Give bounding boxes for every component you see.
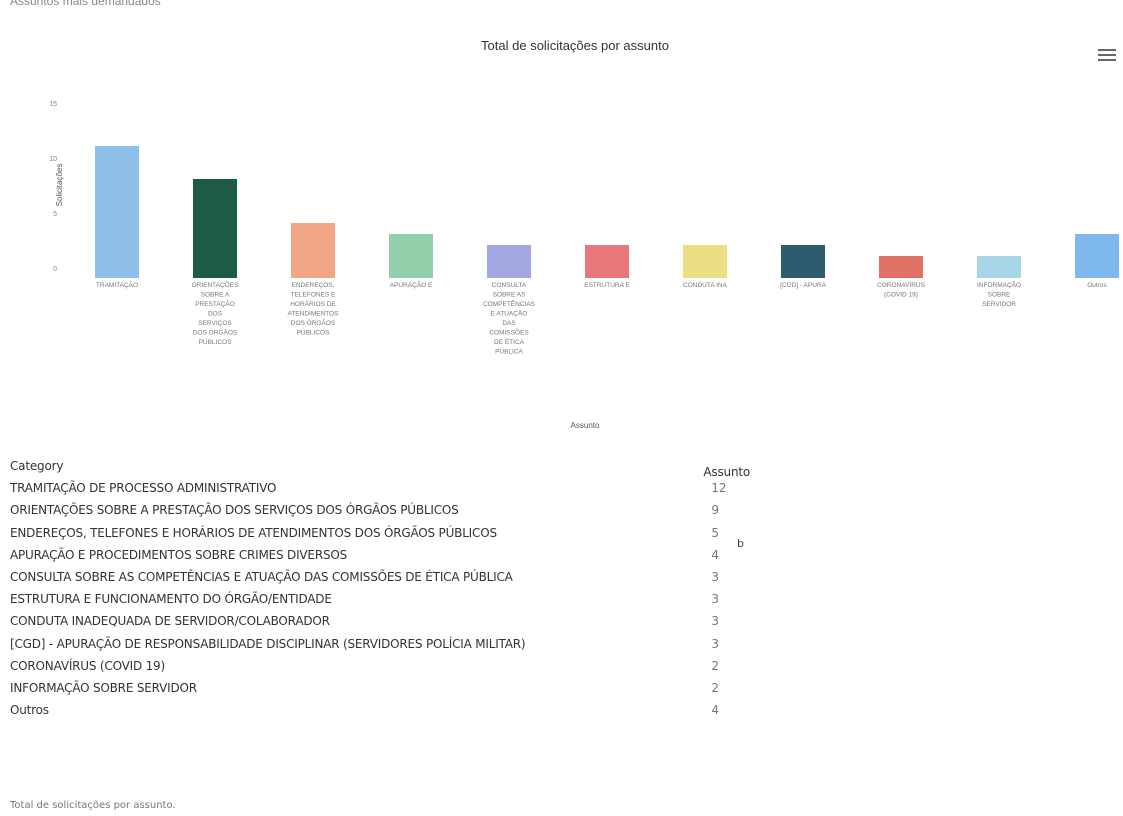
stray-mark: b: [737, 537, 744, 550]
bar-chart: Total de solicitações por assunto 0 5 10 15…: [49, 38, 1119, 430]
category-cell: ESTRUTURA E FUNCIONAMENTO DO ÓRGÃO/ENTID…: [10, 592, 332, 607]
category-label: Outros: [1087, 282, 1107, 289]
y-tick-label: 10: [49, 156, 57, 163]
category-cell: CORONAVÍRUS (COVID 19): [10, 658, 165, 673]
table-row: Outros 4: [10, 699, 750, 721]
category-cell: ORIENTAÇÕES SOBRE A PRESTAÇÃO DOS SERVIÇ…: [10, 503, 459, 518]
data-table: Category Assunto TRAMITAÇÃO DE PROCESSO …: [10, 455, 750, 721]
category-cell: INFORMAÇÃO SOBRE SERVIDOR: [10, 680, 197, 695]
table-row: APURAÇÃO E PROCEDIMENTOS SOBRE CRIMES DI…: [10, 544, 750, 566]
bar[interactable]: [585, 245, 629, 278]
section-heading: Assuntos mais demandados: [10, 0, 161, 8]
value-cell: 4: [711, 703, 719, 718]
category-cell: CONDUTA INADEQUADA DE SERVIDOR/COLABORAD…: [10, 614, 330, 629]
table-caption: Total de solicitações por assunto.: [10, 800, 176, 811]
table-row: TRAMITAÇÃO DE PROCESSO ADMINISTRATIVO 12: [10, 477, 750, 499]
value-cell: 4: [711, 547, 719, 562]
table-row: CORONAVÍRUS (COVID 19) 2: [10, 655, 750, 677]
bar[interactable]: [389, 234, 433, 278]
x-axis-title: Assunto: [571, 421, 600, 430]
category-cell: [CGD] - APURAÇÃO DE RESPONSABILIDADE DIS…: [10, 636, 526, 651]
value-cell: 5: [711, 525, 719, 540]
table-row: ENDEREÇOS, TELEFONES E HORÁRIOS DE ATEND…: [10, 522, 750, 544]
category-labels: TRAMITAÇÃO ORIENTAÇÕES SOBRE A PRESTAÇÃO DOS…: [96, 280, 1108, 356]
y-axis-title: Solicitações: [55, 164, 64, 207]
category-cell: ENDEREÇOS, TELEFONES E HORÁRIOS DE ATEND…: [10, 525, 497, 540]
bar[interactable]: [781, 245, 825, 278]
category-cell: Outros: [10, 703, 49, 718]
y-tick-label: 5: [53, 211, 57, 218]
table-header-row: Category Assunto: [10, 455, 750, 479]
bar[interactable]: [291, 223, 335, 278]
bar[interactable]: [193, 179, 237, 278]
menu-line: [1098, 59, 1116, 61]
category-cell: APURAÇÃO E PROCEDIMENTOS SOBRE CRIMES DI…: [10, 547, 348, 562]
category-label: [CGD] - APURA: [780, 282, 827, 289]
table-row: INFORMAÇÃO SOBRE SERVIDOR 2: [10, 677, 750, 699]
category-label: CONSULTA SOBRE AS COMPETÊNCIAS E ATUAÇÃO DAS…: [483, 282, 536, 356]
category-cell: TRAMITAÇÃO DE PROCESSO ADMINISTRATIVO: [10, 481, 277, 496]
bars: [95, 146, 1119, 278]
value-cell: 2: [711, 658, 719, 673]
value-cell: 9: [711, 503, 719, 518]
chart-menu-icon[interactable]: [1098, 49, 1116, 65]
menu-line: [1098, 54, 1116, 56]
value-cell: 3: [711, 614, 719, 629]
bar[interactable]: [487, 245, 531, 278]
category-label: INFORMAÇÃO SOBRE SERVIDOR: [977, 280, 1021, 308]
value-cell: 2: [711, 680, 719, 695]
table-row: CONSULTA SOBRE AS COMPETÊNCIAS E ATUAÇÃO…: [10, 566, 750, 588]
bar[interactable]: [683, 245, 727, 278]
category-cell: CONSULTA SOBRE AS COMPETÊNCIAS E ATUAÇÃO…: [10, 570, 513, 585]
category-label: ORIENTAÇÕES SOBRE A PRESTAÇÃO DOS SERVIÇOS DO…: [192, 280, 239, 346]
bar[interactable]: [1075, 234, 1119, 278]
chart-title: Total de solicitações por assunto: [481, 38, 669, 53]
table-row: [CGD] - APURAÇÃO DE RESPONSABILIDADE DIS…: [10, 633, 750, 655]
bar[interactable]: [879, 256, 923, 278]
category-label: APURAÇÃO E: [390, 280, 433, 289]
bar[interactable]: [95, 146, 139, 278]
category-label: ENDEREÇOS, TELEFONES E HORÁRIOS DE ATENDIME…: [287, 282, 339, 337]
table-row: ESTRUTURA E FUNCIONAMENTO DO ÓRGÃO/ENTID…: [10, 588, 750, 610]
value-cell: 3: [711, 636, 719, 651]
category-label: TRAMITAÇÃO: [96, 280, 138, 289]
y-tick-label: 15: [49, 101, 57, 108]
value-cell: 3: [711, 592, 719, 607]
category-label: CONDUTA INA: [683, 282, 728, 289]
header-category: Category: [10, 459, 64, 474]
table-body: TRAMITAÇÃO DE PROCESSO ADMINISTRATIVO 12 O…: [10, 477, 750, 721]
table-row: CONDUTA INADEQUADA DE SERVIDOR/COLABORAD…: [10, 610, 750, 632]
value-cell: 3: [711, 570, 719, 585]
menu-line: [1098, 49, 1116, 51]
bar[interactable]: [977, 256, 1021, 278]
y-tick-label: 0: [53, 266, 57, 273]
table-row: ORIENTAÇÕES SOBRE A PRESTAÇÃO DOS SERVIÇ…: [10, 499, 750, 521]
header-assunto: Assunto: [703, 465, 750, 480]
category-label: ESTRUTURA E: [584, 282, 630, 289]
value-cell: 12: [711, 481, 727, 496]
y-axis-ticks: 0 5 10 15: [49, 101, 57, 273]
category-label: CORONAVÍRUS (COVID 19): [877, 280, 926, 299]
